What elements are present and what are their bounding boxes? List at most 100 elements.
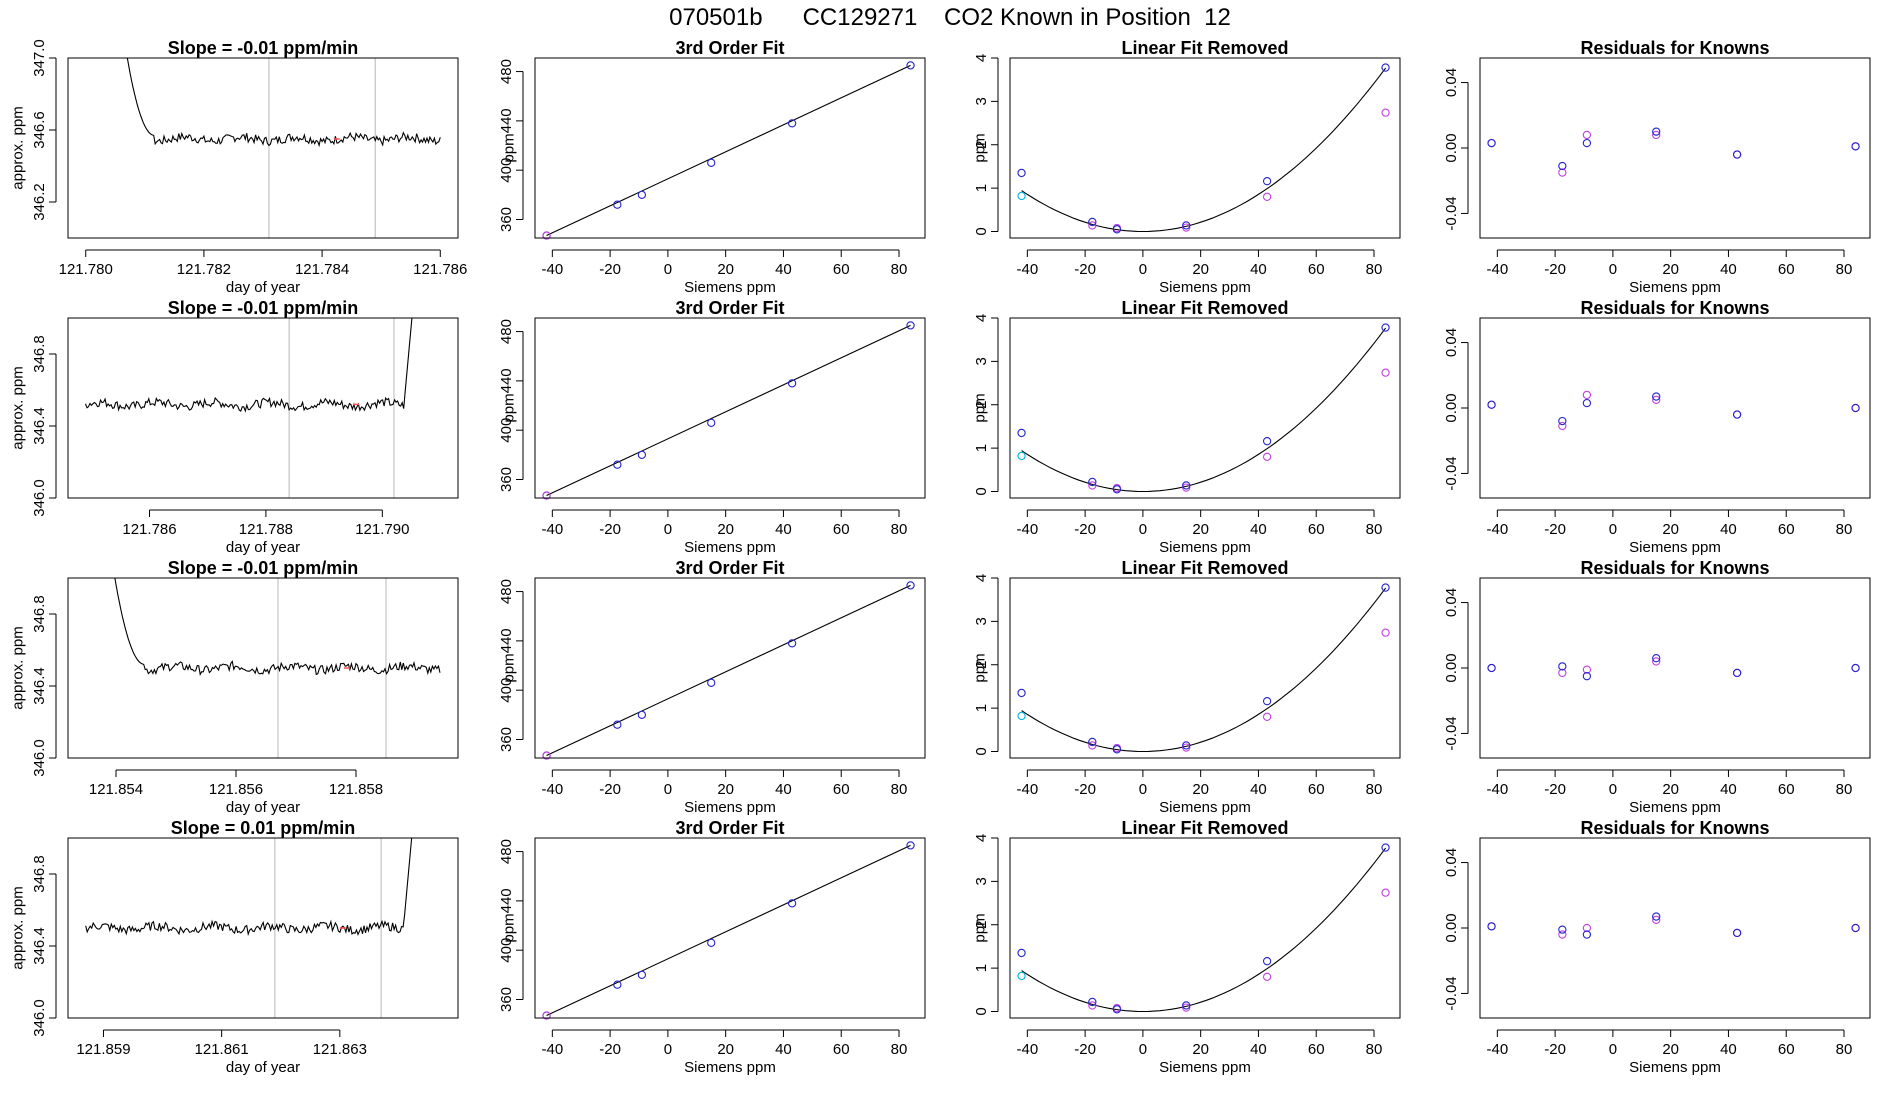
point-magenta [1652, 395, 1661, 404]
y-axis-label: ppm [500, 653, 517, 682]
x-tick-label: -40 [541, 261, 563, 278]
x-tick-label: -40 [1016, 261, 1038, 278]
x-tick-label: 20 [717, 261, 734, 278]
x-tick-label: 121.786 [413, 261, 467, 278]
y-tick-label: 1 [973, 184, 990, 192]
y-axis-label: ppm [500, 913, 517, 942]
y-tick-label: 360 [498, 987, 515, 1012]
point-blue [1652, 654, 1661, 663]
panel-title: Linear Fit Removed [1121, 558, 1288, 578]
x-tick-label: 121.863 [313, 1041, 367, 1058]
x-tick-label: 60 [1308, 781, 1325, 798]
x-tick-label: 40 [1250, 781, 1267, 798]
y-tick-label: 1 [973, 704, 990, 712]
point-magenta [1088, 741, 1097, 750]
point-blue [1487, 922, 1496, 931]
fit-point-first [542, 231, 551, 240]
x-tick-label: 121.784 [295, 261, 349, 278]
point-magenta [1381, 368, 1390, 377]
x-tick-label: 40 [775, 1041, 792, 1058]
point-blue [1582, 672, 1592, 681]
y-tick-label: 346.4 [31, 407, 48, 445]
x-tick-label: 121.780 [59, 261, 113, 278]
y-tick-label: 346.6 [31, 111, 48, 149]
fit-point [707, 418, 716, 427]
fit-point [613, 460, 622, 469]
x-tick-label: -20 [1544, 521, 1566, 538]
y-tick-label: 346.4 [31, 927, 48, 965]
point-blue [1558, 925, 1567, 934]
y-tick-label: 400 [498, 158, 515, 183]
x-tick-label: 121.790 [355, 521, 409, 538]
x-tick-label: -20 [1074, 521, 1096, 538]
point-blue [1652, 392, 1661, 401]
fit-point [787, 119, 797, 128]
point-blue [1262, 697, 1272, 706]
x-tick-label: 60 [1308, 1041, 1325, 1058]
x-tick-label: 20 [1192, 261, 1209, 278]
x-axis-label: day of year [226, 1059, 300, 1076]
point-magenta [1558, 421, 1567, 431]
point-magenta [1262, 192, 1272, 201]
point-magenta [1381, 888, 1390, 897]
point-blue [1112, 485, 1122, 494]
y-tick-label: 346.8 [31, 595, 48, 633]
x-tick-label: -20 [1074, 1041, 1096, 1058]
y-tick-label: 2 [973, 921, 990, 929]
fit-point [906, 581, 915, 590]
x-tick-label: 0 [1139, 781, 1147, 798]
x-tick-label: 60 [833, 1041, 850, 1058]
x-tick-label: -20 [1074, 261, 1096, 278]
x-tick-label: -20 [599, 261, 621, 278]
x-tick-label: 40 [1250, 1041, 1267, 1058]
point-blue [1558, 662, 1567, 671]
plot-frame [534, 317, 926, 499]
x-tick-label: 60 [833, 521, 850, 538]
x-axis-label: Siemens ppm [1629, 1059, 1721, 1076]
y-tick-label: 4 [973, 314, 990, 322]
y-tick-label: 0 [973, 487, 990, 495]
y-tick-label: 400 [498, 418, 515, 443]
x-tick-label: 121.786 [122, 521, 176, 538]
data-trace [84, 318, 413, 413]
y-tick-label: 1 [973, 964, 990, 972]
y-tick-label: 0.00 [1443, 133, 1460, 162]
x-axis-label: Siemens ppm [1629, 279, 1721, 296]
point-blue [1851, 403, 1860, 413]
x-tick-label: 0 [1609, 1041, 1617, 1058]
point-blue [1851, 663, 1860, 673]
point-magenta [1652, 915, 1661, 924]
x-tick-label: 40 [775, 781, 792, 798]
point-cyan [1017, 451, 1026, 461]
point-magenta [1182, 483, 1191, 492]
x-tick-label: 80 [891, 781, 908, 798]
fit-line [546, 844, 911, 1017]
figure-title: 070501b CC129271 CO2 Known in Position 1… [669, 4, 1231, 31]
y-tick-label: 400 [498, 938, 515, 963]
x-tick-label: 20 [1662, 521, 1679, 538]
point-blue [1732, 410, 1742, 419]
x-tick-label: 20 [717, 1041, 734, 1058]
y-tick-label: 0.04 [1443, 328, 1460, 357]
plot-frame [67, 837, 459, 1019]
plot-frame [1479, 57, 1871, 239]
panel-title: 3rd Order Fit [675, 558, 784, 578]
y-tick-label: 3 [973, 357, 990, 365]
x-tick-label: -40 [1486, 261, 1508, 278]
point-magenta [1558, 668, 1567, 678]
panel-title: Residuals for Knowns [1580, 558, 1769, 578]
y-tick-label: 3 [973, 877, 990, 885]
fit-line [546, 64, 911, 237]
point-magenta [1381, 628, 1390, 637]
y-tick-label: 347.0 [31, 39, 48, 77]
y-tick-label: -0.04 [1443, 976, 1460, 1010]
point-blue [1262, 957, 1272, 966]
y-tick-label: 480 [498, 579, 515, 604]
panel-title: Linear Fit Removed [1121, 38, 1288, 58]
point-blue [1381, 63, 1390, 72]
x-tick-label: 60 [1778, 521, 1795, 538]
x-tick-label: 80 [891, 1041, 908, 1058]
point-blue [1487, 138, 1496, 148]
x-tick-label: 121.788 [239, 521, 293, 538]
